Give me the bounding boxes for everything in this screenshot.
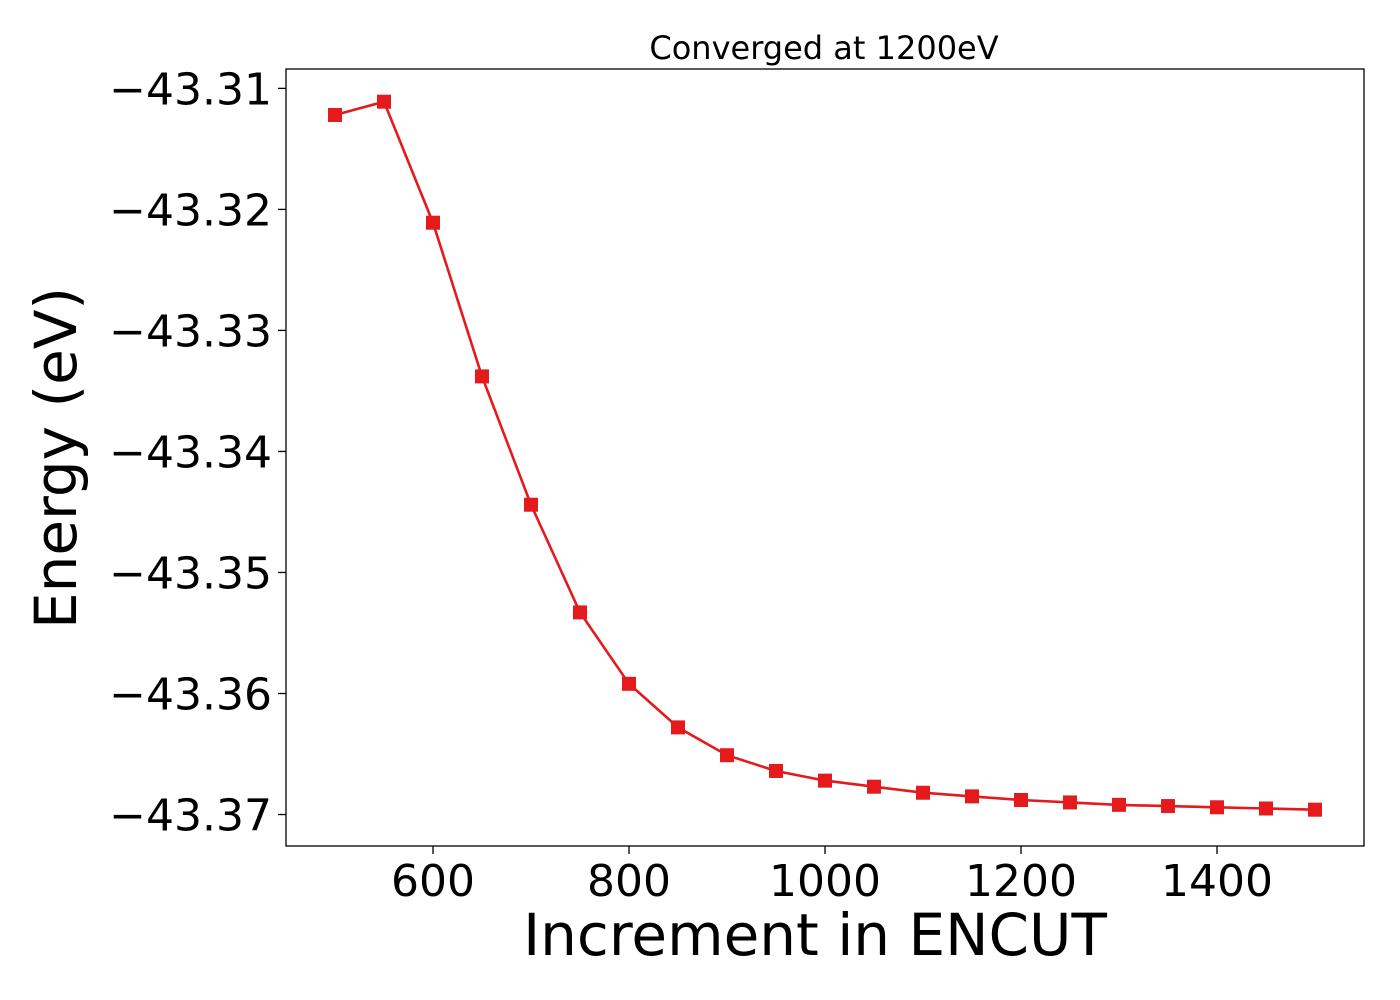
x-tick-label: 1000 [769, 856, 881, 907]
data-point [1063, 795, 1077, 810]
y-tick-label: −43.34 [109, 427, 272, 478]
y-tick-label: −43.37 [109, 791, 272, 842]
y-tick-label: −43.33 [109, 306, 272, 357]
data-point [475, 369, 489, 384]
data-point [1210, 800, 1224, 815]
data-point [426, 215, 440, 230]
y-tick-label: −43.31 [109, 64, 272, 115]
data-point [328, 107, 342, 122]
x-axis-label: Increment in ENCUT [523, 901, 1107, 969]
y-tick-label: −43.36 [109, 670, 272, 721]
chart-title: Converged at 1200eV [649, 29, 998, 67]
data-point [1161, 799, 1175, 814]
data-point [965, 789, 979, 804]
x-tick-label: 800 [587, 856, 671, 907]
data-point [1308, 802, 1322, 817]
data-point [524, 497, 538, 512]
data-point [818, 773, 832, 788]
data-point [916, 785, 930, 800]
x-tick-label: 1200 [965, 856, 1077, 907]
x-tick-label: 600 [391, 856, 475, 907]
data-point [720, 748, 734, 763]
y-axis: −43.31 −43.32 −43.33 −43.34 −43.35 −43.36 −43.… [109, 64, 286, 842]
data-point [769, 763, 783, 778]
y-tick-label: −43.35 [109, 548, 272, 599]
data-point [1014, 793, 1028, 808]
data-point [671, 720, 685, 735]
y-axis-label: Energy (eV) [22, 287, 90, 629]
data-point [377, 94, 391, 109]
data-point [573, 605, 587, 620]
series-line [334, 100, 1316, 811]
x-tick-label: 1400 [1161, 856, 1273, 907]
series-layer [328, 94, 1322, 817]
x-axis: 600 800 1000 1200 1400 [391, 846, 1273, 907]
y-tick-label: −43.32 [109, 185, 272, 236]
data-point [622, 676, 636, 691]
data-point [867, 779, 881, 794]
data-point [1112, 797, 1126, 812]
plot-area [285, 68, 1365, 847]
data-point [1259, 801, 1273, 816]
